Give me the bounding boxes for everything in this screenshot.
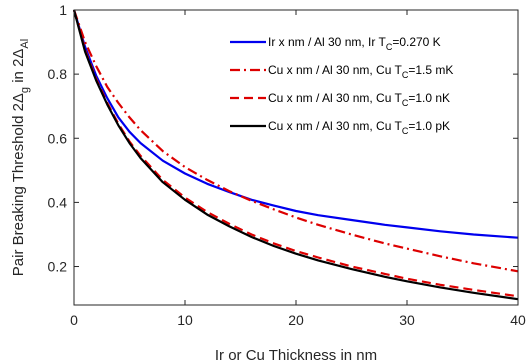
plot-curves <box>72 9 519 301</box>
x-tick-label: 20 <box>288 312 304 328</box>
x-axis-label: Ir or Cu Thickness in nm <box>215 347 377 364</box>
legend-label-4: Cu x nm / Al 30 nm, Cu TC=1.0 pK <box>268 119 450 136</box>
x-tick-label: 30 <box>399 312 415 328</box>
y-tick-label: 1 <box>59 2 67 18</box>
axis-ticks: 0 10 20 30 40 0.2 0.4 0.6 0.8 1 <box>48 2 526 328</box>
y-tick-label: 0.6 <box>48 130 68 146</box>
y-axis-label: Pair Breaking Threshold 2Δg in 2ΔAl <box>10 39 31 276</box>
y-tick-label: 0.4 <box>48 194 68 210</box>
x-tick-label: 10 <box>177 312 193 328</box>
legend-label-1: Ir x nm / Al 30 nm, Ir TC=0.270 K <box>268 35 441 52</box>
series-line-2 <box>72 9 519 273</box>
series-line-4 <box>72 9 519 301</box>
legend-label-3: Cu x nm / Al 30 nm, Cu TC=1.0 nK <box>268 91 450 108</box>
x-tick-label: 40 <box>510 312 526 328</box>
x-tick-label: 0 <box>70 312 78 328</box>
y-tick-label: 0.8 <box>48 66 68 82</box>
legend: Ir x nm / Al 30 nm, Ir TC=0.270 K Cu x nm… <box>230 35 453 136</box>
legend-label-2: Cu x nm / Al 30 nm, Cu TC=1.5 mK <box>268 63 453 80</box>
y-tick-label: 0.2 <box>48 259 68 275</box>
